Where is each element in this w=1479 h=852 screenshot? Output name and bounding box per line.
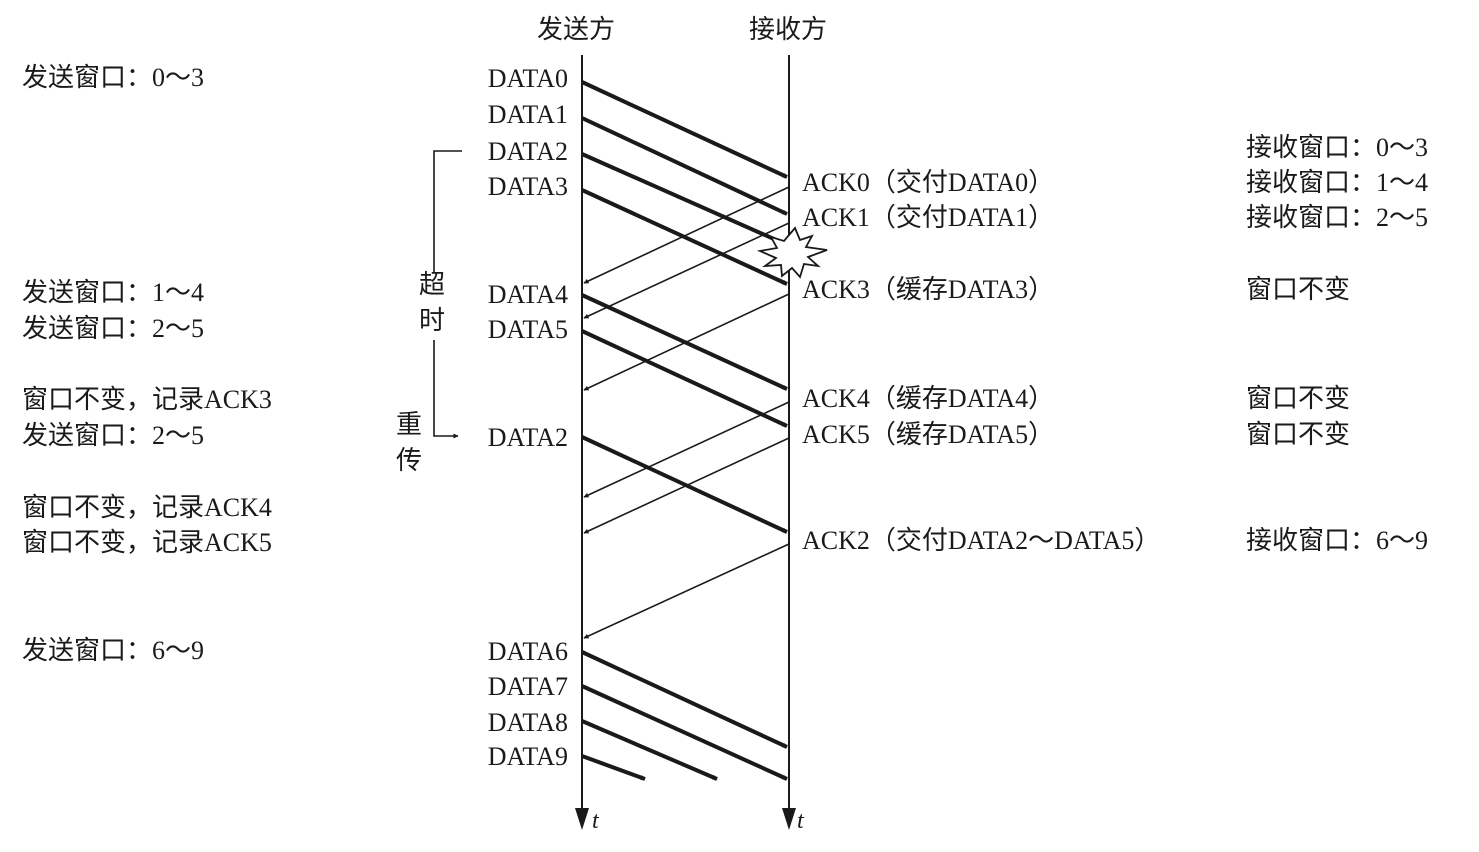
packet-label-data5: DATA5 xyxy=(488,315,568,344)
receiver-window-note: 接收窗口：1～4 xyxy=(1246,168,1428,197)
ack-label-ack1: ACK1（交付DATA1） xyxy=(802,203,1054,232)
arrow-data3 xyxy=(581,188,788,286)
arrow-data2-lost xyxy=(581,152,784,245)
sender-window-notes: 发送窗口：0～3 发送窗口：1～4 发送窗口：2～5 窗口不变，记录ACK3 发… xyxy=(22,63,272,665)
arrow-data9 xyxy=(581,754,646,781)
timeout-label-1: 超 xyxy=(419,270,445,299)
packet-label-data2: DATA2 xyxy=(488,137,568,166)
sender-window-note: 发送窗口：2～5 xyxy=(22,314,204,343)
sender-window-note: 窗口不变，记录ACK5 xyxy=(22,528,272,557)
ack-label-ack0: ACK0（交付DATA0） xyxy=(802,168,1054,197)
receiver-window-note: 接收窗口：2～5 xyxy=(1246,203,1428,232)
sender-window-note: 发送窗口：2～5 xyxy=(22,421,204,450)
packet-label-data4: DATA4 xyxy=(488,280,568,309)
packet-label-data1: DATA1 xyxy=(488,100,568,129)
arrow-data6 xyxy=(581,650,788,749)
packet-loss-burst-icon xyxy=(756,226,828,279)
arrow-ack1 xyxy=(583,222,790,319)
timeout-label-2: 时 xyxy=(419,306,445,335)
arrow-data5 xyxy=(581,329,788,428)
arrow-ack4 xyxy=(583,401,790,498)
sender-window-note: 发送窗口：1～4 xyxy=(22,278,204,307)
packet-label-data8: DATA8 xyxy=(488,708,568,737)
arrow-ack0 xyxy=(583,186,790,284)
ack-label-ack5: ACK5（缓存DATA5） xyxy=(802,420,1054,449)
receiver-window-note: 接收窗口：6～9 xyxy=(1246,526,1428,555)
sender-window-note: 窗口不变，记录ACK3 xyxy=(22,385,272,414)
arrow-data0 xyxy=(581,80,788,179)
arrow-ack5 xyxy=(583,437,790,534)
sender-timeline: t xyxy=(575,55,600,834)
receiver-window-note: 接收窗口：0～3 xyxy=(1246,133,1428,162)
ack-label-ack2: ACK2（交付DATA2～DATA5） xyxy=(802,526,1160,555)
packet-label-data6: DATA6 xyxy=(488,637,568,666)
arrow-data2-retransmit xyxy=(581,435,788,534)
packet-label-data2-retransmit: DATA2 xyxy=(488,423,568,452)
arrow-data8 xyxy=(581,719,718,781)
sender-window-note: 发送窗口：6～9 xyxy=(22,636,204,665)
ack-arrows xyxy=(583,186,790,639)
receiver-window-note: 窗口不变 xyxy=(1246,275,1350,304)
receiver-header: 接收方 xyxy=(749,15,827,44)
receiver-time-axis-label: t xyxy=(797,808,805,834)
arrow-ack3 xyxy=(583,293,790,391)
packet-label-data0: DATA0 xyxy=(488,64,568,93)
receiver-timeline: t xyxy=(782,55,805,834)
receiver-ack-labels: ACK0（交付DATA0） ACK1（交付DATA1） ACK3（缓存DATA3… xyxy=(802,168,1160,555)
packet-label-data3: DATA3 xyxy=(488,172,568,201)
sender-time-axis-label: t xyxy=(592,808,600,834)
sender-packet-labels: DATA0 DATA1 DATA2 DATA3 DATA4 DATA5 DATA… xyxy=(488,64,568,771)
ack-label-ack3: ACK3（缓存DATA3） xyxy=(802,275,1054,304)
receiver-window-notes: 接收窗口：0～3 接收窗口：1～4 接收窗口：2～5 窗口不变 窗口不变 窗口不… xyxy=(1246,133,1428,555)
arrow-ack2 xyxy=(583,543,790,639)
arrow-data4 xyxy=(581,293,788,391)
sender-header: 发送方 xyxy=(537,15,615,44)
arrow-data1 xyxy=(581,116,788,216)
receiver-window-note: 窗口不变 xyxy=(1246,384,1350,413)
ack-label-ack4: ACK4（缓存DATA4） xyxy=(802,384,1054,413)
retransmit-label-1: 重 xyxy=(396,410,422,439)
timeout-bracket: 超 时 重 传 xyxy=(396,150,462,475)
receiver-window-note: 窗口不变 xyxy=(1246,420,1350,449)
arrow-data7 xyxy=(581,684,788,781)
packet-label-data9: DATA9 xyxy=(488,742,568,771)
sender-window-note: 发送窗口：0～3 xyxy=(22,63,204,92)
packet-label-data7: DATA7 xyxy=(488,672,568,701)
sender-window-note: 窗口不变，记录ACK4 xyxy=(22,493,272,522)
data-packet-arrows xyxy=(581,80,788,781)
retransmit-label-2: 传 xyxy=(396,446,422,475)
